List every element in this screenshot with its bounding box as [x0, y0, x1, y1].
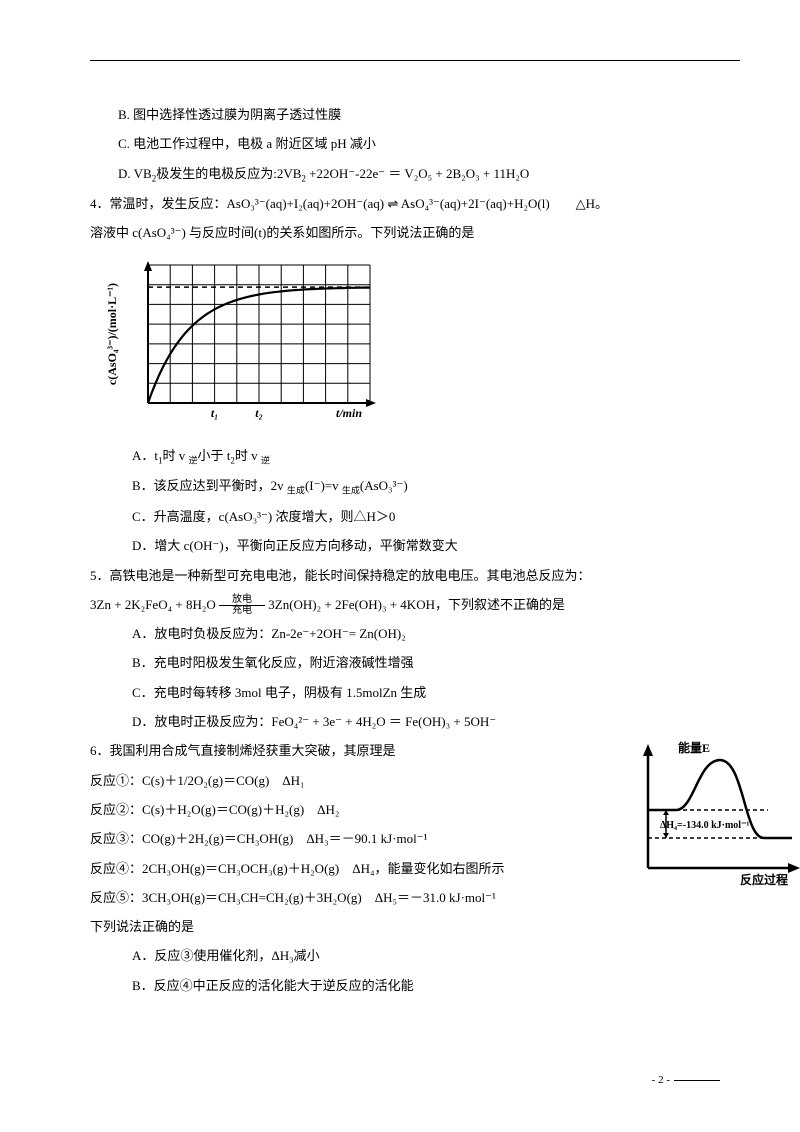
q5-option-c: C．充电时每转移 3mol 电子，阴极有 1.5molZn 生成: [90, 679, 740, 706]
q4a-mid1: 时 v: [163, 448, 189, 463]
svg-text:t₁: t₁: [211, 406, 219, 420]
q4a-ni1: 逆: [189, 456, 198, 466]
option-b: B. 图中选择性透过膜为阴离子透过性膜: [90, 101, 740, 128]
top-rule: [90, 60, 740, 61]
svg-text:能量E: 能量E: [678, 740, 710, 755]
energy-svg: 能量E 反应过程 ΔH₄=-134.0 kJ·mol⁻¹: [630, 738, 800, 888]
q4-option-b: B．该反应达到平衡时，2v 生成(I⁻)=v 生成(AsO₃³⁻): [90, 472, 740, 500]
q4b-end: (AsO₃³⁻): [360, 478, 408, 493]
arrow-bottom-label: 充电: [219, 606, 265, 616]
q6-tail: 下列说法正确的是: [90, 913, 740, 940]
equilibrium-arrow-icon: 放电 充电: [219, 595, 265, 616]
opt-d-rest: +22OH⁻-22e⁻ ＝ V₂O₅ + 2B₂O₃ + 11H₂O: [306, 166, 529, 181]
svg-text:ΔH₄=-134.0 kJ·mol⁻¹: ΔH₄=-134.0 kJ·mol⁻¹: [660, 820, 749, 831]
q4a-mid2: 小于 t: [198, 448, 231, 463]
q4b-s2: 生成: [342, 486, 360, 496]
chart-svg: t₁ t₂ t/min c(AsO₄³⁻)/(mol·L⁻¹): [100, 255, 380, 425]
q5-eq-left: 3Zn + 2K₂FeO₄ + 8H₂O: [90, 597, 216, 612]
q4-option-d: D．增大 c(OH⁻)，平衡向正反应方向移动，平衡常数变大: [90, 532, 740, 559]
q4-body: 溶液中 c(AsO₄³⁻) 与反应时间(t)的关系如图所示。下列说法正确的是: [90, 219, 740, 246]
q5-equation: 3Zn + 2K₂FeO₄ + 8H₂O 放电 充电 3Zn(OH)₂ + 2F…: [90, 591, 740, 618]
opt-d-mid: 极发生的电极反应为:2VB: [156, 166, 301, 181]
q4-heading: 4．常温时，发生反应：AsO₃³⁻(aq)+I₂(aq)+2OH⁻(aq) ⇌ …: [90, 190, 740, 217]
svg-text:t₂: t₂: [255, 406, 263, 420]
energy-diagram: 能量E 反应过程 ΔH₄=-134.0 kJ·mol⁻¹: [630, 738, 800, 897]
svg-text:t/min: t/min: [336, 406, 362, 420]
q4-option-c: C．升高温度，c(AsO₃³⁻) 浓度增大，则△H＞0: [90, 503, 740, 530]
svg-text:c(AsO₄³⁻)/(mol·L⁻¹): c(AsO₄³⁻)/(mol·L⁻¹): [105, 283, 119, 385]
q4a-mid3: 时 v: [235, 448, 261, 463]
page-number: - 2 -: [652, 1074, 670, 1086]
q4a-ni2: 逆: [261, 456, 270, 466]
q5-option-a: A．放电时负极反应为：Zn-2e⁻+2OH⁻= Zn(OH)₂: [90, 620, 740, 647]
q4b-s1: 生成: [287, 486, 305, 496]
q6-option-b: B．反应④中正反应的活化能大于逆反应的活化能: [90, 972, 740, 999]
footer-rule: [674, 1080, 720, 1081]
svg-text:反应过程: 反应过程: [740, 872, 788, 887]
q5-eq-right: 3Zn(OH)₂ + 2Fe(OH)₃ + 4KOH，下列叙述不正确的是: [268, 597, 565, 612]
q5-heading: 5．高铁电池是一种新型可充电电池，能长时间保持稳定的放电电压。其电池总反应为：: [90, 562, 740, 589]
q5-option-d: D．放电时正极反应为：FeO₄²⁻ + 3e⁻ + 4H₂O ＝ Fe(OH)₃…: [90, 708, 740, 735]
concentration-chart: t₁ t₂ t/min c(AsO₄³⁻)/(mol·L⁻¹): [100, 255, 740, 434]
q6-option-a: A．反应③使用催化剂，ΔH₃减小: [90, 942, 740, 969]
option-d: D. VB2极发生的电极反应为:2VB2 +22OH⁻-22e⁻ ＝ V₂O₅ …: [90, 160, 740, 188]
q4b-pre: B．该反应达到平衡时，2v: [132, 478, 287, 493]
page-footer: - 2 -: [652, 1069, 720, 1092]
q5-option-b: B．充电时阳极发生氧化反应，附近溶液碱性增强: [90, 649, 740, 676]
q4a-pre: A．t: [132, 448, 158, 463]
q4b-mid: (I⁻)=v: [305, 478, 342, 493]
option-c: C. 电池工作过程中，电极 a 附近区域 pH 减小: [90, 130, 740, 157]
opt-d-pre: D. VB: [118, 166, 152, 181]
q4-option-a: A．t1时 v 逆小于 t2时 v 逆: [90, 442, 740, 470]
